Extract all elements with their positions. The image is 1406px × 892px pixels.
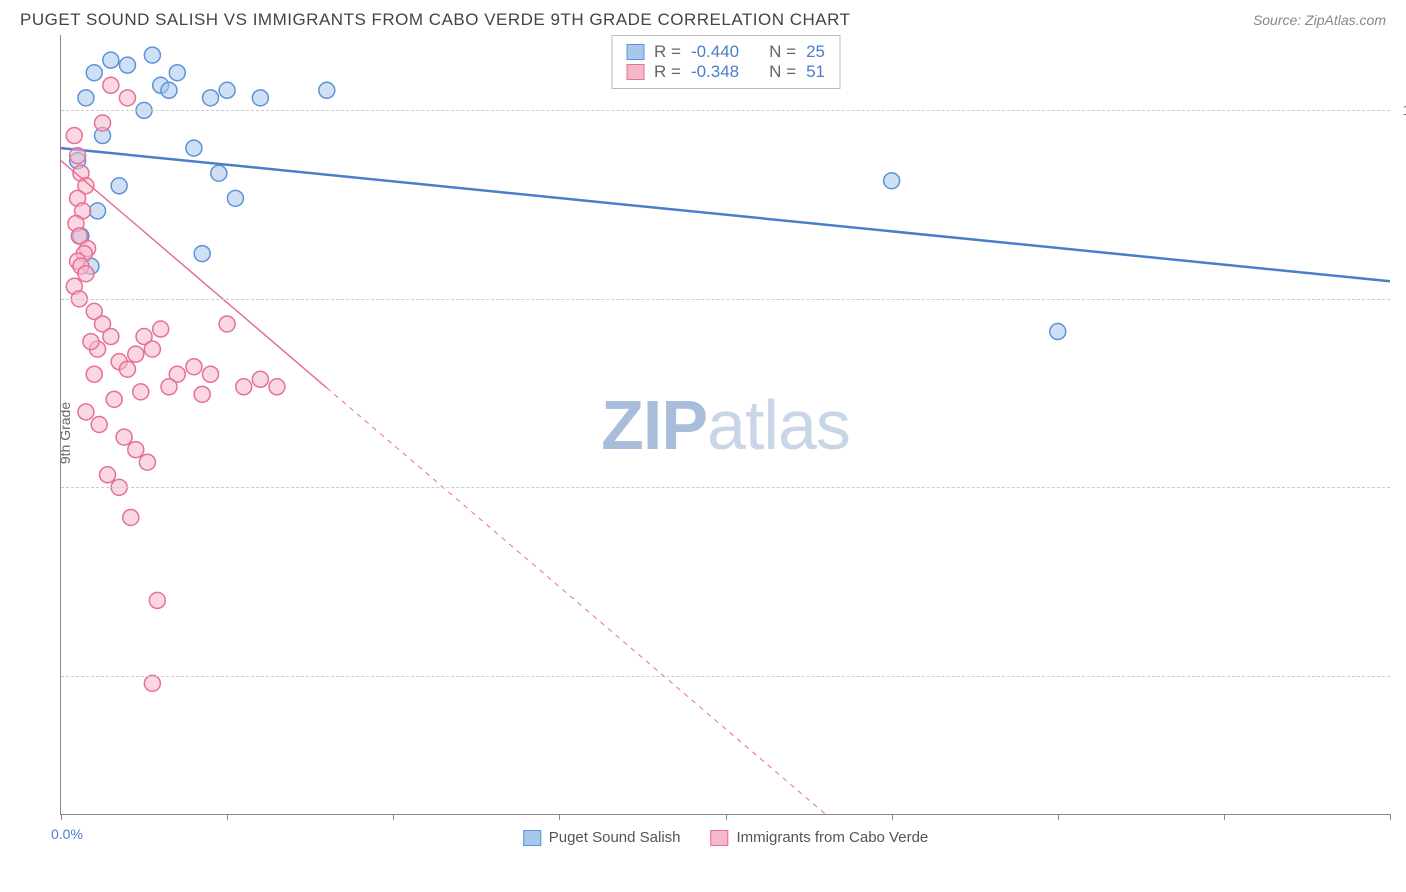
data-point [123,509,139,525]
x-tick [1224,814,1225,820]
gridline-h [61,110,1390,111]
data-point [111,178,127,194]
data-point [319,82,335,98]
data-point [149,592,165,608]
x-tick [393,814,394,820]
data-point [203,366,219,382]
data-point [90,203,106,219]
correlation-legend: R = -0.440 N = 25 R = -0.348 N = 51 [611,35,840,89]
data-point [194,246,210,262]
data-point [95,115,111,131]
data-point [161,379,177,395]
legend-row-2: R = -0.348 N = 51 [626,62,825,82]
n-label: N = [769,42,796,62]
data-point [86,65,102,81]
data-point [100,467,116,483]
data-point [203,90,219,106]
data-point [144,675,160,691]
data-point [86,366,102,382]
data-point [83,334,99,350]
data-point [78,266,94,282]
gridline-h [61,676,1390,677]
data-point [70,148,86,164]
swatch-series-1 [626,44,644,60]
plot-area: ZIPatlas R = -0.440 N = 25 R = -0.348 N … [60,35,1390,815]
data-point [119,361,135,377]
data-point [133,384,149,400]
data-point [78,90,94,106]
x-tick [1390,814,1391,820]
x-tick [559,814,560,820]
data-point [139,454,155,470]
n-label-2: N = [769,62,796,82]
y-tick-label: 100.0% [1403,102,1406,118]
chart-container: 9th Grade ZIPatlas R = -0.440 N = 25 R =… [50,35,1396,815]
data-point [186,359,202,375]
swatch-bottom-2 [711,830,729,846]
data-point [236,379,252,395]
gridline-h [61,487,1390,488]
data-point [103,77,119,93]
data-point [106,391,122,407]
data-point [66,128,82,144]
data-point [1050,324,1066,340]
data-point [227,190,243,206]
x-tick [1058,814,1059,820]
data-point [119,57,135,73]
data-point [219,316,235,332]
data-point [128,442,144,458]
data-point [119,90,135,106]
chart-title: PUGET SOUND SALISH VS IMMIGRANTS FROM CA… [20,10,851,30]
x-tick [61,814,62,820]
data-point [128,346,144,362]
x-tick [227,814,228,820]
legend-label-1: Puget Sound Salish [549,829,681,846]
x-min-label: 0.0% [51,826,83,842]
data-point [144,341,160,357]
x-tick [892,814,893,820]
data-point [103,52,119,68]
data-point [252,90,268,106]
r-value-1: -0.440 [691,42,739,62]
swatch-series-2 [626,64,644,80]
data-point [211,165,227,181]
data-point [194,386,210,402]
n-value-2: 51 [806,62,825,82]
data-point [116,429,132,445]
legend-item-1: Puget Sound Salish [523,829,681,846]
series-legend: Puget Sound Salish Immigrants from Cabo … [523,829,929,846]
legend-item-2: Immigrants from Cabo Verde [711,829,929,846]
data-point [103,329,119,345]
data-point [186,140,202,156]
swatch-bottom-1 [523,830,541,846]
data-point [169,65,185,81]
header: PUGET SOUND SALISH VS IMMIGRANTS FROM CA… [0,0,1406,35]
data-point [78,404,94,420]
data-point [219,82,235,98]
data-point [144,47,160,63]
source-label: Source: ZipAtlas.com [1253,12,1386,28]
scatter-svg [61,35,1390,814]
n-value-1: 25 [806,42,825,62]
data-point [252,371,268,387]
data-point [153,321,169,337]
legend-row-1: R = -0.440 N = 25 [626,42,825,62]
data-point [884,173,900,189]
x-tick [726,814,727,820]
data-point [161,82,177,98]
gridline-h [61,299,1390,300]
data-point [91,417,107,433]
r-label-2: R = [654,62,681,82]
legend-label-2: Immigrants from Cabo Verde [737,829,929,846]
r-label: R = [654,42,681,62]
data-point [269,379,285,395]
r-value-2: -0.348 [691,62,739,82]
